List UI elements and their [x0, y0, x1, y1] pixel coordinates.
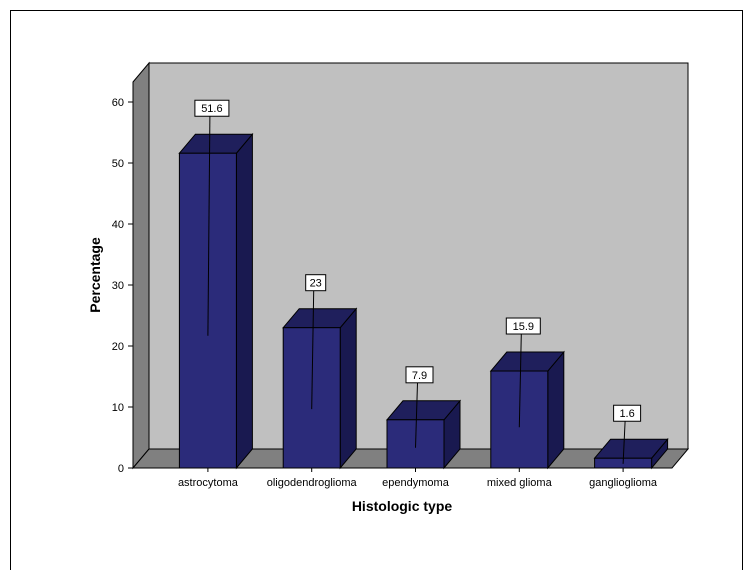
- bar-side: [547, 350, 565, 470]
- data-label-box: [194, 99, 230, 117]
- data-label: 51.6: [201, 103, 222, 115]
- data-label: 7.9: [412, 370, 427, 382]
- x-tick-label: mixed glioma: [487, 477, 553, 489]
- y-tick-label: 60: [112, 97, 124, 109]
- y-tick-label: 10: [112, 402, 124, 414]
- data-label-leader: [415, 382, 418, 448]
- data-label-box: [505, 317, 541, 335]
- bar: [489, 350, 565, 470]
- bars: [178, 132, 669, 470]
- y-axis: 0 10 20 30 40 50 60: [112, 82, 134, 475]
- x-tick-label: ganglioglioma: [589, 477, 658, 489]
- data-labels: 51.6 23 7.9 15.9 1.6: [194, 99, 642, 464]
- data-label-leader: [207, 116, 211, 336]
- x-axis-title: Histologic type: [352, 498, 453, 514]
- data-label-box: [405, 366, 434, 384]
- bar: [282, 307, 358, 470]
- bar: [178, 132, 254, 470]
- data-label-leader: [311, 290, 315, 410]
- y-tick-label: 20: [112, 341, 124, 353]
- x-tick-label: ependymoma: [382, 477, 450, 489]
- bar: [385, 399, 462, 470]
- data-label: 1.6: [619, 408, 634, 420]
- x-tick-label: astrocytoma: [178, 477, 239, 489]
- data-label: 15.9: [513, 321, 534, 333]
- y-tick-label: 0: [118, 463, 124, 475]
- data-label-box: [305, 274, 327, 292]
- y-axis-title: Percentage: [87, 237, 103, 313]
- y-tick-label: 40: [112, 219, 124, 231]
- data-label-leader: [622, 421, 626, 464]
- x-axis: astrocytoma oligodendroglioma ependymoma mi…: [128, 467, 672, 489]
- data-label: 23: [310, 278, 322, 290]
- data-label-box: [613, 404, 642, 422]
- bar-side: [339, 307, 357, 470]
- data-label-leader: [518, 333, 522, 428]
- bar-side: [235, 132, 253, 470]
- y-tick-label: 30: [112, 280, 124, 292]
- y-tick-label: 50: [112, 158, 124, 170]
- side-wall: [132, 61, 150, 470]
- x-tick-label: oligodendroglioma: [267, 477, 358, 489]
